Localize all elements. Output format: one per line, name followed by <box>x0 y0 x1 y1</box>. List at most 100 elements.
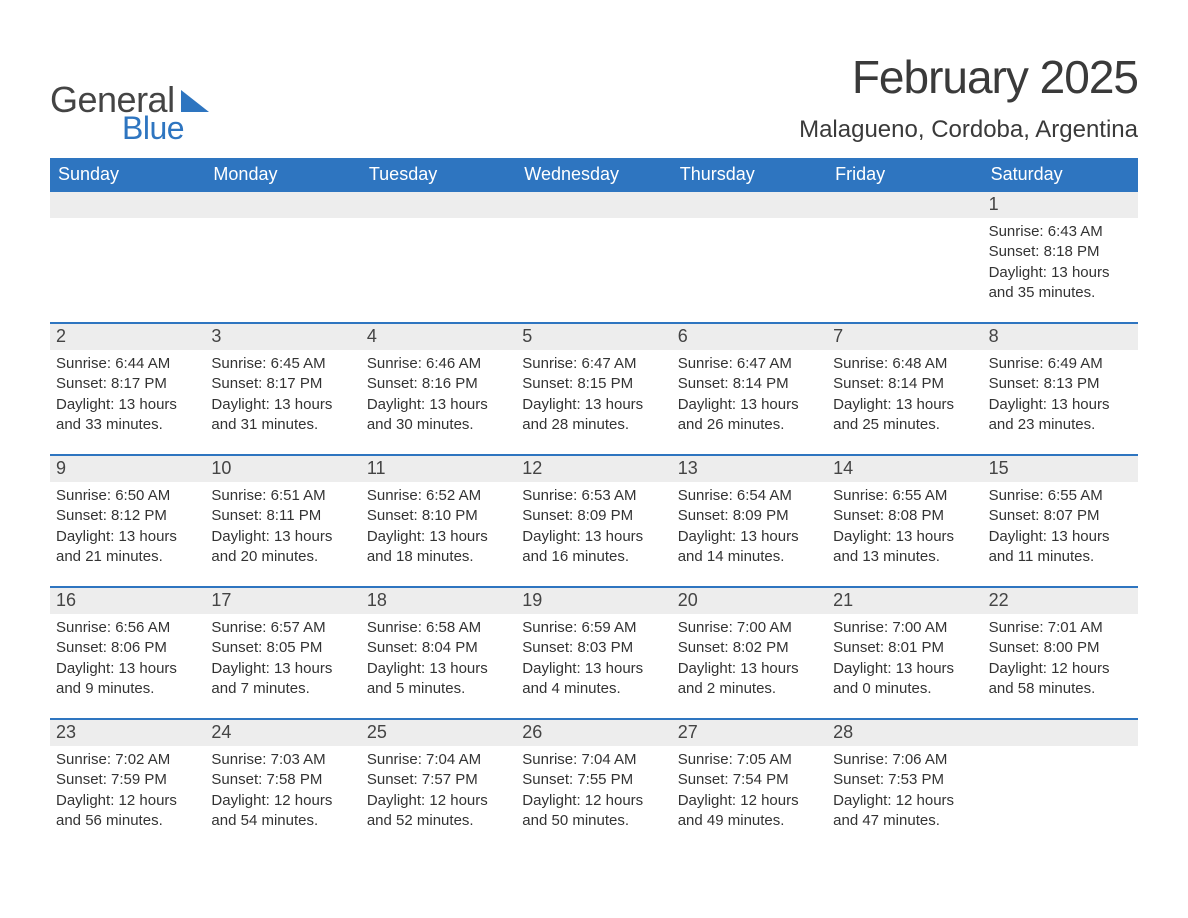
day-cell: Sunrise: 6:49 AMSunset: 8:13 PMDaylight:… <box>983 350 1138 440</box>
day-cell: Sunrise: 6:54 AMSunset: 8:09 PMDaylight:… <box>672 482 827 572</box>
day-sunrise: Sunrise: 6:47 AM <box>522 354 665 374</box>
day-sunset: Sunset: 8:03 PM <box>522 638 665 658</box>
day-sunset: Sunset: 8:17 PM <box>211 374 354 394</box>
day-daylight2: and 26 minutes. <box>678 415 821 435</box>
day-sunset: Sunset: 8:05 PM <box>211 638 354 658</box>
day-cell: Sunrise: 6:45 AMSunset: 8:17 PMDaylight:… <box>205 350 360 440</box>
day-sunset: Sunset: 8:14 PM <box>833 374 976 394</box>
day-daylight1: Daylight: 13 hours <box>833 395 976 415</box>
day-number: 11 <box>361 456 516 482</box>
day-daylight1: Daylight: 13 hours <box>989 263 1132 283</box>
topbar: General Blue February 2025 Malagueno, Co… <box>50 50 1138 144</box>
week-row: 1Sunrise: 6:43 AMSunset: 8:18 PMDaylight… <box>50 192 1138 308</box>
day-cell: Sunrise: 7:02 AMSunset: 7:59 PMDaylight:… <box>50 746 205 836</box>
day-sunset: Sunset: 8:10 PM <box>367 506 510 526</box>
day-sunset: Sunset: 8:17 PM <box>56 374 199 394</box>
day-daylight2: and 49 minutes. <box>678 811 821 831</box>
day-daylight1: Daylight: 13 hours <box>56 527 199 547</box>
day-number: 7 <box>827 324 982 350</box>
day-cell: Sunrise: 7:06 AMSunset: 7:53 PMDaylight:… <box>827 746 982 836</box>
day-daylight1: Daylight: 13 hours <box>522 395 665 415</box>
calendar-page: General Blue February 2025 Malagueno, Co… <box>0 0 1188 866</box>
day-number <box>361 192 516 218</box>
day-sunrise: Sunrise: 6:51 AM <box>211 486 354 506</box>
logo-triangle-icon <box>181 90 209 116</box>
day-number: 8 <box>983 324 1138 350</box>
day-number <box>50 192 205 218</box>
day-cell: Sunrise: 7:04 AMSunset: 7:55 PMDaylight:… <box>516 746 671 836</box>
day-cell: Sunrise: 6:47 AMSunset: 8:15 PMDaylight:… <box>516 350 671 440</box>
day-daylight2: and 54 minutes. <box>211 811 354 831</box>
day-number: 27 <box>672 720 827 746</box>
logo-text-col: General Blue <box>50 82 209 144</box>
day-number: 5 <box>516 324 671 350</box>
day-cell <box>205 218 360 308</box>
day-daylight1: Daylight: 12 hours <box>522 791 665 811</box>
day-sunrise: Sunrise: 6:47 AM <box>678 354 821 374</box>
day-number <box>672 192 827 218</box>
day-number: 20 <box>672 588 827 614</box>
week-row: 16171819202122Sunrise: 6:56 AMSunset: 8:… <box>50 586 1138 704</box>
day-sunrise: Sunrise: 6:44 AM <box>56 354 199 374</box>
day-sunrise: Sunrise: 7:02 AM <box>56 750 199 770</box>
month-title: February 2025 <box>799 50 1138 104</box>
calendar: Sunday Monday Tuesday Wednesday Thursday… <box>50 158 1138 836</box>
day-number: 3 <box>205 324 360 350</box>
day-daylight2: and 52 minutes. <box>367 811 510 831</box>
day-cell: Sunrise: 6:59 AMSunset: 8:03 PMDaylight:… <box>516 614 671 704</box>
day-cell <box>361 218 516 308</box>
day-sunrise: Sunrise: 6:55 AM <box>989 486 1132 506</box>
day-sunset: Sunset: 7:57 PM <box>367 770 510 790</box>
day-daylight1: Daylight: 12 hours <box>989 659 1132 679</box>
day-cell: Sunrise: 6:50 AMSunset: 8:12 PMDaylight:… <box>50 482 205 572</box>
day-sunrise: Sunrise: 7:06 AM <box>833 750 976 770</box>
day-cell: Sunrise: 6:48 AMSunset: 8:14 PMDaylight:… <box>827 350 982 440</box>
title-block: February 2025 Malagueno, Cordoba, Argent… <box>799 50 1138 144</box>
day-of-week-header: Sunday Monday Tuesday Wednesday Thursday… <box>50 158 1138 192</box>
day-cell <box>983 746 1138 836</box>
day-daylight1: Daylight: 13 hours <box>678 659 821 679</box>
day-sunset: Sunset: 8:11 PM <box>211 506 354 526</box>
day-sunset: Sunset: 8:16 PM <box>367 374 510 394</box>
day-cell: Sunrise: 6:57 AMSunset: 8:05 PMDaylight:… <box>205 614 360 704</box>
day-cell: Sunrise: 6:46 AMSunset: 8:16 PMDaylight:… <box>361 350 516 440</box>
day-number <box>516 192 671 218</box>
day-daylight2: and 20 minutes. <box>211 547 354 567</box>
day-number: 26 <box>516 720 671 746</box>
day-sunset: Sunset: 7:55 PM <box>522 770 665 790</box>
day-cell: Sunrise: 7:00 AMSunset: 8:01 PMDaylight:… <box>827 614 982 704</box>
week-row: 2345678Sunrise: 6:44 AMSunset: 8:17 PMDa… <box>50 322 1138 440</box>
day-daylight2: and 50 minutes. <box>522 811 665 831</box>
day-number: 10 <box>205 456 360 482</box>
day-sunrise: Sunrise: 6:46 AM <box>367 354 510 374</box>
day-number: 16 <box>50 588 205 614</box>
daynum-band: 16171819202122 <box>50 588 1138 614</box>
day-daylight1: Daylight: 13 hours <box>211 395 354 415</box>
day-daylight1: Daylight: 12 hours <box>678 791 821 811</box>
day-daylight2: and 16 minutes. <box>522 547 665 567</box>
day-daylight2: and 13 minutes. <box>833 547 976 567</box>
daynum-band: 232425262728 <box>50 720 1138 746</box>
day-cell: Sunrise: 6:44 AMSunset: 8:17 PMDaylight:… <box>50 350 205 440</box>
day-sunset: Sunset: 8:13 PM <box>989 374 1132 394</box>
day-sunset: Sunset: 7:58 PM <box>211 770 354 790</box>
day-cell: Sunrise: 6:55 AMSunset: 8:08 PMDaylight:… <box>827 482 982 572</box>
day-sunrise: Sunrise: 6:48 AM <box>833 354 976 374</box>
location-text: Malagueno, Cordoba, Argentina <box>799 116 1138 144</box>
day-number: 13 <box>672 456 827 482</box>
day-daylight2: and 14 minutes. <box>678 547 821 567</box>
weeks-container: 1Sunrise: 6:43 AMSunset: 8:18 PMDaylight… <box>50 192 1138 836</box>
day-sunset: Sunset: 8:15 PM <box>522 374 665 394</box>
day-number <box>205 192 360 218</box>
day-number: 28 <box>827 720 982 746</box>
dow-thursday: Thursday <box>672 158 827 192</box>
day-number: 24 <box>205 720 360 746</box>
day-number: 9 <box>50 456 205 482</box>
day-daylight1: Daylight: 13 hours <box>989 527 1132 547</box>
day-daylight2: and 25 minutes. <box>833 415 976 435</box>
day-cell: Sunrise: 6:51 AMSunset: 8:11 PMDaylight:… <box>205 482 360 572</box>
day-daylight1: Daylight: 13 hours <box>367 395 510 415</box>
day-daylight1: Daylight: 13 hours <box>833 527 976 547</box>
day-number: 22 <box>983 588 1138 614</box>
day-daylight2: and 31 minutes. <box>211 415 354 435</box>
